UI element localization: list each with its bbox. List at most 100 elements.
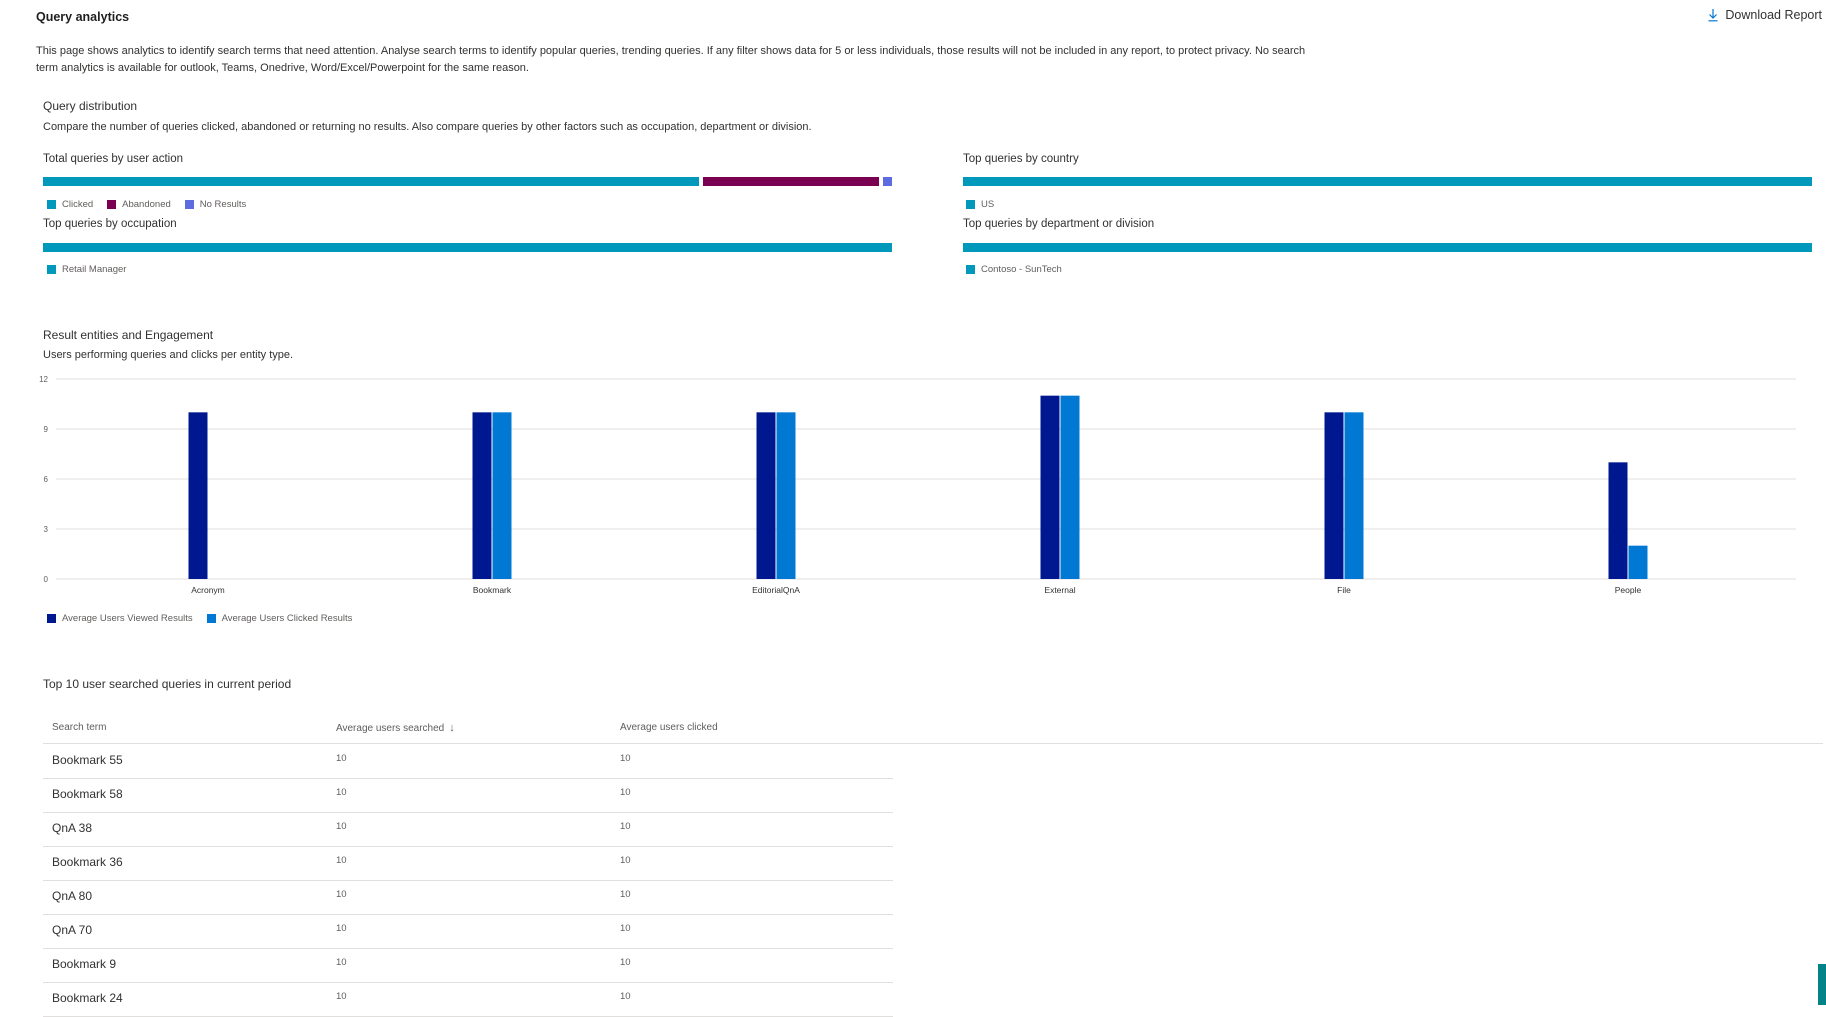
table-row-avg-searched: 10	[336, 889, 347, 900]
user-action-segment-clicked[interactable]	[43, 177, 699, 186]
table-row-avg-searched: 10	[336, 821, 347, 832]
table-row-divider	[43, 778, 893, 779]
download-report-button[interactable]: Download Report	[1707, 8, 1822, 22]
table-row-avg-clicked: 10	[620, 753, 631, 764]
table-row-avg-clicked: 10	[620, 923, 631, 934]
table-row-divider	[43, 846, 893, 847]
bar-clicked[interactable]	[492, 412, 512, 579]
table-row-term[interactable]: Bookmark 55	[52, 753, 123, 767]
legend-label: Contoso - SunTech	[981, 264, 1062, 275]
table-row-term[interactable]: Bookmark 9	[52, 957, 117, 971]
table-row-avg-searched: 10	[336, 787, 347, 798]
query-distribution-title: Query distribution	[43, 99, 138, 113]
x-tick-label: File	[1337, 585, 1351, 595]
table-row-avg-clicked: 10	[620, 889, 631, 900]
legend-swatch	[966, 200, 975, 209]
department-segment-contoso[interactable]	[963, 243, 1812, 252]
legend-swatch	[966, 265, 975, 274]
legend-item-contoso[interactable]: Contoso - SunTech	[966, 264, 1062, 275]
bar-clicked[interactable]	[1060, 395, 1080, 579]
table-row-avg-clicked: 10	[620, 787, 631, 798]
occupation-label: Top queries by occupation	[43, 218, 177, 230]
legend-label: Clicked	[62, 199, 94, 210]
y-tick-label: 12	[39, 375, 48, 384]
legend-swatch	[47, 200, 56, 209]
legend-item-abandoned[interactable]: Abandoned	[107, 199, 171, 210]
bar-viewed[interactable]	[1324, 412, 1344, 579]
table-row-avg-clicked: 10	[620, 855, 631, 866]
country-legend: US	[966, 199, 994, 210]
legend-item-retail-manager[interactable]: Retail Manager	[47, 264, 126, 275]
legend-label: Abandoned	[122, 199, 171, 210]
y-tick-label: 9	[44, 425, 49, 434]
table-row-avg-searched: 10	[336, 855, 347, 866]
bar-clicked[interactable]	[1628, 545, 1648, 579]
occupation-legend: Retail Manager	[47, 264, 126, 275]
legend-swatch	[206, 614, 216, 623]
x-tick-label: Bookmark	[473, 585, 512, 595]
x-tick-label: EditorialQnA	[752, 585, 800, 595]
legend-item-clicked[interactable]: Clicked	[47, 199, 93, 210]
user-action-label: Total queries by user action	[43, 153, 183, 165]
table-row-divider	[43, 914, 893, 915]
table-row-term[interactable]: QnA 38	[52, 821, 93, 835]
user-action-segment-no-results[interactable]	[883, 177, 892, 186]
legend-item-clicked-results[interactable]: Average Users Clicked Results	[206, 613, 353, 624]
bar-viewed[interactable]	[756, 412, 776, 579]
column-header-avg-searched[interactable]: Average users searched ↓	[336, 722, 455, 734]
legend-label: Retail Manager	[62, 264, 127, 275]
legend-item-us[interactable]: US	[966, 199, 994, 210]
engagement-title: Result entities and Engagement	[43, 328, 214, 342]
legend-item-viewed[interactable]: Average Users Viewed Results	[47, 613, 193, 624]
department-label: Top queries by department or division	[963, 218, 1155, 230]
bar-viewed[interactable]	[188, 412, 208, 579]
legend-swatch	[47, 265, 56, 274]
table-row-avg-searched: 10	[336, 923, 347, 934]
legend-item-no-results[interactable]: No Results	[184, 199, 246, 210]
legend-label: Average Users Viewed Results	[62, 613, 193, 624]
country-segment-us[interactable]	[963, 177, 1812, 186]
table-row-avg-searched: 10	[336, 753, 347, 764]
scrollbar-thumb[interactable]	[1818, 964, 1826, 1005]
download-report-label: Download Report	[1725, 8, 1822, 22]
y-tick-label: 3	[44, 525, 49, 534]
department-legend: Contoso - SunTech	[966, 264, 1062, 275]
download-icon	[1707, 8, 1719, 22]
country-label: Top queries by country	[963, 153, 1079, 165]
table-row-divider	[43, 948, 893, 949]
user-action-legend: Clicked Abandoned No Results	[47, 199, 246, 210]
engagement-legend: Average Users Viewed Results Average Use…	[47, 613, 352, 624]
bar-clicked[interactable]	[1344, 412, 1364, 579]
y-tick-label: 0	[44, 575, 49, 584]
column-header-search-term[interactable]: Search term	[52, 722, 107, 733]
table-row-term[interactable]: QnA 80	[52, 889, 93, 903]
occupation-segment-retail-manager[interactable]	[43, 243, 892, 252]
column-header-label: Average users searched	[336, 722, 445, 734]
legend-label: Average Users Clicked Results	[221, 613, 353, 624]
column-header-avg-clicked[interactable]: Average users clicked	[620, 722, 718, 733]
bar-viewed[interactable]	[472, 412, 492, 579]
legend-label: US	[981, 199, 995, 210]
x-tick-label: Acronym	[191, 585, 225, 595]
bar-viewed[interactable]	[1040, 395, 1060, 579]
table-row-term[interactable]: Bookmark 36	[52, 855, 123, 869]
table-row-avg-clicked: 10	[620, 821, 631, 832]
table-row-divider	[43, 982, 893, 983]
legend-swatch	[184, 200, 194, 209]
x-tick-label: External	[1044, 585, 1075, 595]
bar-viewed[interactable]	[1608, 462, 1628, 579]
legend-swatch	[47, 614, 56, 623]
engagement-bar-chart: 0 3 6 9 12 Acronym Bookmark EditorialQnA Externa…	[39, 375, 1796, 595]
table-row-term[interactable]: Bookmark 24	[52, 991, 123, 1005]
table-row-avg-clicked: 10	[620, 957, 631, 968]
user-action-segment-abandoned[interactable]	[703, 177, 879, 186]
table-row-term[interactable]: Bookmark 58	[52, 787, 123, 801]
table-row-term[interactable]: QnA 70	[52, 923, 93, 937]
table-row-avg-clicked: 10	[620, 991, 631, 1002]
y-tick-label: 6	[44, 475, 49, 484]
table-header-divider	[43, 743, 1823, 744]
page-description: This page shows analytics to identify se…	[36, 45, 1306, 74]
table-row-divider	[43, 812, 893, 813]
bar-clicked[interactable]	[776, 412, 796, 579]
page-title: Query analytics	[36, 10, 130, 24]
